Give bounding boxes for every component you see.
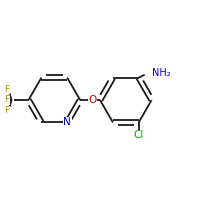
Text: F: F — [4, 95, 9, 104]
Text: Cl: Cl — [134, 130, 144, 140]
Text: F: F — [4, 106, 9, 115]
Text: NH₂: NH₂ — [152, 68, 170, 78]
Text: O: O — [88, 95, 97, 105]
Text: F: F — [4, 85, 9, 94]
Text: N: N — [63, 117, 71, 127]
